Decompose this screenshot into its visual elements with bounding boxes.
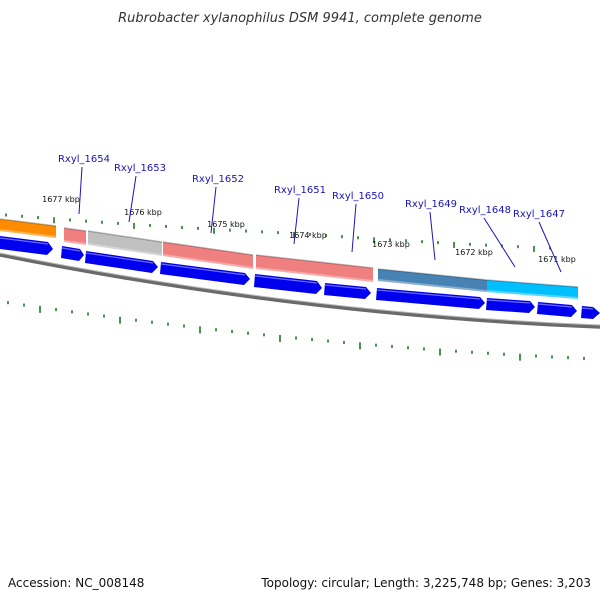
cds-arrow[interactable]	[581, 306, 600, 319]
cds-arrow[interactable]	[0, 236, 53, 255]
feature-bar-shade	[0, 229, 56, 238]
gene-leader-line	[210, 186, 217, 234]
cds-arrow[interactable]	[61, 246, 84, 261]
gene-label-link[interactable]: Rxyl_1653	[114, 163, 166, 174]
cds-arrow-highlight	[0, 237, 594, 310]
feature-bar-shade	[88, 243, 162, 256]
cds-arrow[interactable]	[85, 251, 158, 273]
gene-leader-line	[128, 175, 137, 223]
feature-bar-shade	[378, 279, 487, 292]
inner-tick-marks	[7, 301, 585, 361]
outer-tick-marks	[5, 213, 551, 252]
map-title: Rubrobacter xylanophilus DSM 9941, compl…	[118, 11, 482, 26]
cds-arrow[interactable]	[254, 274, 322, 294]
coordinate-label: 1676 kbp	[124, 208, 162, 217]
gene-leader-line	[429, 211, 436, 261]
feature-bar-shade	[64, 240, 86, 245]
feature-bar-skyblue[interactable]	[487, 280, 578, 299]
coordinate-label: 1674 kbp	[289, 231, 327, 240]
backbone-highlight	[0, 252, 600, 326]
cds-arrow[interactable]	[160, 262, 250, 285]
feature-bar-shade	[487, 290, 578, 299]
gene-leader-line	[293, 197, 300, 245]
gene-label-link[interactable]: Rxyl_1649	[405, 199, 457, 210]
feature-bar-pink-2[interactable]	[163, 242, 253, 269]
gene-leader-line	[351, 203, 357, 253]
cds-arrow[interactable]	[376, 288, 485, 309]
gene-leader-line	[538, 221, 562, 273]
gene-label-link[interactable]: Rxyl_1651	[274, 185, 326, 196]
feature-track	[0, 218, 579, 299]
coordinate-label: 1677 kbp	[42, 195, 80, 204]
backbone-line	[0, 253, 600, 329]
gene-leader-line	[483, 217, 516, 268]
coordinate-labels: 1677 kbp 1676 kbp 1675 kbp 1674 kbp 1673 kbp…	[42, 195, 576, 264]
feature-bar-pink-3[interactable]	[256, 255, 373, 282]
coordinate-label: 1673 kbp	[372, 240, 410, 249]
gene-label-link[interactable]: Rxyl_1652	[192, 174, 244, 185]
feature-bar-steelblue[interactable]	[378, 269, 487, 292]
gene-labels: Rxyl_1654 Rxyl_1653 Rxyl_1652 Rxyl_1651 Rxyl…	[58, 154, 565, 273]
gene-label-link[interactable]: Rxyl_1654	[58, 154, 110, 165]
feature-bar-shade	[256, 267, 373, 282]
cds-arrow[interactable]	[486, 298, 535, 313]
backbone	[0, 252, 600, 329]
cds-arrow-track	[0, 236, 600, 319]
accession-text: Accession: NC_008148	[8, 576, 144, 590]
feature-bar-shade	[163, 254, 253, 269]
feature-bar-top-edge	[0, 218, 579, 288]
coordinate-label: 1675 kbp	[207, 220, 245, 229]
gene-label-link[interactable]: Rxyl_1648	[459, 205, 511, 216]
gene-label-link[interactable]: Rxyl_1650	[332, 191, 384, 202]
cds-arrow[interactable]	[324, 283, 371, 299]
gene-leader-line	[78, 166, 83, 215]
cds-arrow[interactable]	[537, 302, 577, 317]
coordinate-label: 1672 kbp	[455, 248, 493, 257]
feature-bar-orange[interactable]	[0, 219, 56, 238]
feature-bar-grey[interactable]	[88, 231, 162, 256]
feature-bar-pink-1[interactable]	[64, 228, 86, 245]
coordinate-label: 1671 kbp	[538, 255, 576, 264]
topology-summary-text: Topology: circular; Length: 3,225,748 bp…	[260, 576, 591, 590]
gene-label-link[interactable]: Rxyl_1647	[513, 209, 565, 220]
